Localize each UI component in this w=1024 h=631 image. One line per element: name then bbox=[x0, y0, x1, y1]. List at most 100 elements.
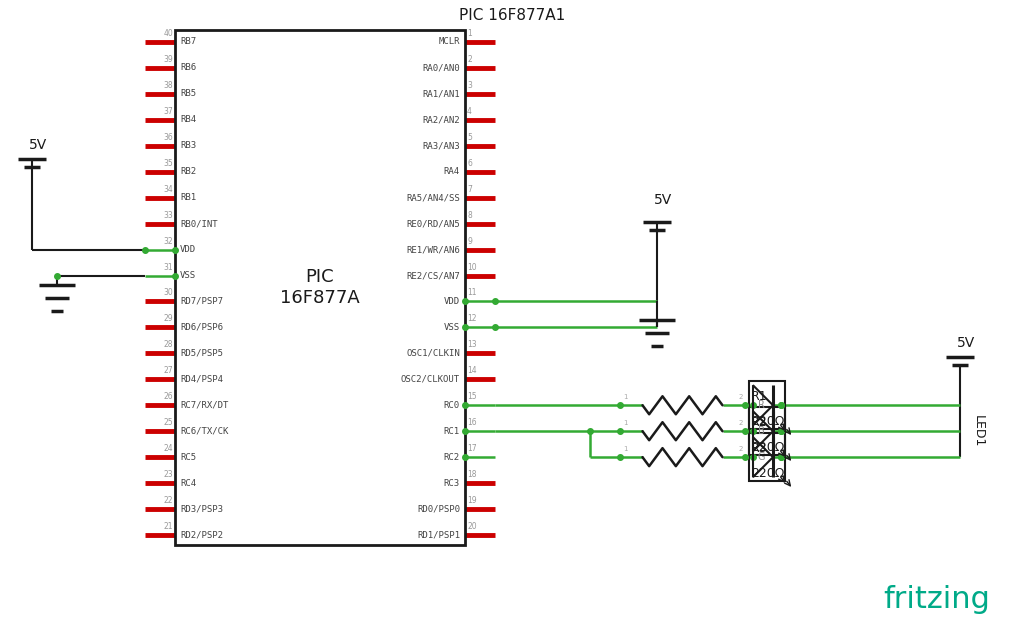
Text: 34: 34 bbox=[163, 185, 173, 194]
Text: 10: 10 bbox=[467, 262, 476, 271]
Text: 32: 32 bbox=[164, 237, 173, 245]
Text: 5V: 5V bbox=[654, 193, 672, 207]
Text: RA3/AN3: RA3/AN3 bbox=[422, 141, 460, 150]
Text: RD1/PSP1: RD1/PSP1 bbox=[417, 531, 460, 540]
Text: RA0/AN0: RA0/AN0 bbox=[422, 64, 460, 73]
Text: RA4: RA4 bbox=[443, 167, 460, 176]
Text: RD7/PSP7: RD7/PSP7 bbox=[180, 297, 223, 306]
Text: 2: 2 bbox=[738, 394, 743, 400]
Text: 1: 1 bbox=[623, 420, 628, 426]
Text: 13: 13 bbox=[467, 340, 476, 350]
Text: RB4: RB4 bbox=[180, 115, 197, 124]
Bar bbox=[749, 433, 785, 481]
Text: 12: 12 bbox=[467, 314, 476, 324]
Bar bbox=[175, 30, 465, 545]
Text: VSS: VSS bbox=[443, 323, 460, 332]
Text: 1: 1 bbox=[467, 29, 472, 38]
Text: 40: 40 bbox=[163, 29, 173, 38]
Text: RA1/AN1: RA1/AN1 bbox=[422, 90, 460, 98]
Text: RA2/AN2: RA2/AN2 bbox=[422, 115, 460, 124]
Text: 24: 24 bbox=[164, 444, 173, 453]
Text: RE2/CS/AN7: RE2/CS/AN7 bbox=[407, 271, 460, 280]
Text: 5: 5 bbox=[467, 133, 472, 142]
Text: RD5/PSP5: RD5/PSP5 bbox=[180, 349, 223, 358]
Text: 2: 2 bbox=[738, 446, 743, 452]
Text: RD0/PSP0: RD0/PSP0 bbox=[417, 505, 460, 514]
Text: RC1: RC1 bbox=[443, 427, 460, 436]
Text: 25: 25 bbox=[164, 418, 173, 427]
Text: fritzing: fritzing bbox=[883, 586, 990, 615]
Text: RD6/PSP6: RD6/PSP6 bbox=[180, 323, 223, 332]
Text: 4: 4 bbox=[467, 107, 472, 116]
Text: 8: 8 bbox=[467, 211, 472, 220]
Text: 29: 29 bbox=[164, 314, 173, 324]
Text: 20: 20 bbox=[467, 522, 476, 531]
Text: RB5: RB5 bbox=[180, 90, 197, 98]
Text: RC5: RC5 bbox=[180, 452, 197, 462]
Text: RC4: RC4 bbox=[180, 478, 197, 488]
Text: 6: 6 bbox=[467, 159, 472, 168]
Text: OSC2/CLKOUT: OSC2/CLKOUT bbox=[400, 375, 460, 384]
Text: RD4/PSP4: RD4/PSP4 bbox=[180, 375, 223, 384]
Text: 7: 7 bbox=[467, 185, 472, 194]
Text: 16: 16 bbox=[467, 418, 476, 427]
Text: 14: 14 bbox=[467, 367, 476, 375]
Text: RC7/RX/DT: RC7/RX/DT bbox=[180, 401, 228, 410]
Text: 5V: 5V bbox=[957, 336, 975, 350]
Text: RC0: RC0 bbox=[443, 401, 460, 410]
Text: PIC 16F877A1: PIC 16F877A1 bbox=[459, 8, 565, 23]
Text: RB2: RB2 bbox=[180, 167, 197, 176]
Text: VDD: VDD bbox=[443, 297, 460, 306]
Text: 1: 1 bbox=[623, 446, 628, 452]
Text: 22: 22 bbox=[164, 496, 173, 505]
Text: VSS: VSS bbox=[180, 271, 197, 280]
Text: 23: 23 bbox=[164, 470, 173, 479]
Text: PIC
16F877A: PIC 16F877A bbox=[281, 268, 359, 307]
Text: OSC1/CLKIN: OSC1/CLKIN bbox=[407, 349, 460, 358]
Text: R1: R1 bbox=[751, 390, 768, 403]
Text: 27: 27 bbox=[164, 367, 173, 375]
Text: 2: 2 bbox=[467, 55, 472, 64]
Text: 30: 30 bbox=[163, 288, 173, 297]
Text: RB6: RB6 bbox=[180, 64, 197, 73]
Text: 28: 28 bbox=[164, 340, 173, 350]
Text: 220Ω: 220Ω bbox=[751, 415, 784, 428]
Bar bbox=[749, 381, 785, 429]
Text: LED1: LED1 bbox=[972, 415, 984, 447]
Text: RC3: RC3 bbox=[443, 478, 460, 488]
Text: 3: 3 bbox=[467, 81, 472, 90]
Text: 11: 11 bbox=[467, 288, 476, 297]
Text: R: R bbox=[758, 400, 765, 410]
Text: RC2: RC2 bbox=[443, 452, 460, 462]
Text: RD2/PSP2: RD2/PSP2 bbox=[180, 531, 223, 540]
Text: 31: 31 bbox=[164, 262, 173, 271]
Text: 37: 37 bbox=[163, 107, 173, 116]
Text: 19: 19 bbox=[467, 496, 476, 505]
Text: R3: R3 bbox=[751, 442, 768, 455]
Text: VDD: VDD bbox=[180, 245, 197, 254]
Text: 9: 9 bbox=[467, 237, 472, 245]
Text: B: B bbox=[758, 426, 764, 436]
Text: RB0/INT: RB0/INT bbox=[180, 219, 218, 228]
Text: 38: 38 bbox=[164, 81, 173, 90]
Text: 35: 35 bbox=[163, 159, 173, 168]
Text: 1: 1 bbox=[623, 394, 628, 400]
Text: 33: 33 bbox=[163, 211, 173, 220]
Text: RB7: RB7 bbox=[180, 37, 197, 47]
Text: RE1/WR/AN6: RE1/WR/AN6 bbox=[407, 245, 460, 254]
Text: RB1: RB1 bbox=[180, 193, 197, 202]
Text: 220Ω: 220Ω bbox=[751, 441, 784, 454]
Text: 15: 15 bbox=[467, 392, 476, 401]
Text: G: G bbox=[758, 452, 765, 462]
Text: 26: 26 bbox=[164, 392, 173, 401]
Text: MCLR: MCLR bbox=[438, 37, 460, 47]
Text: R2: R2 bbox=[751, 416, 768, 429]
Text: RD3/PSP3: RD3/PSP3 bbox=[180, 505, 223, 514]
Text: 220Ω: 220Ω bbox=[751, 467, 784, 480]
Text: 39: 39 bbox=[163, 55, 173, 64]
Text: 36: 36 bbox=[163, 133, 173, 142]
Text: 21: 21 bbox=[164, 522, 173, 531]
Text: RE0/RD/AN5: RE0/RD/AN5 bbox=[407, 219, 460, 228]
Text: RB3: RB3 bbox=[180, 141, 197, 150]
Text: 17: 17 bbox=[467, 444, 476, 453]
